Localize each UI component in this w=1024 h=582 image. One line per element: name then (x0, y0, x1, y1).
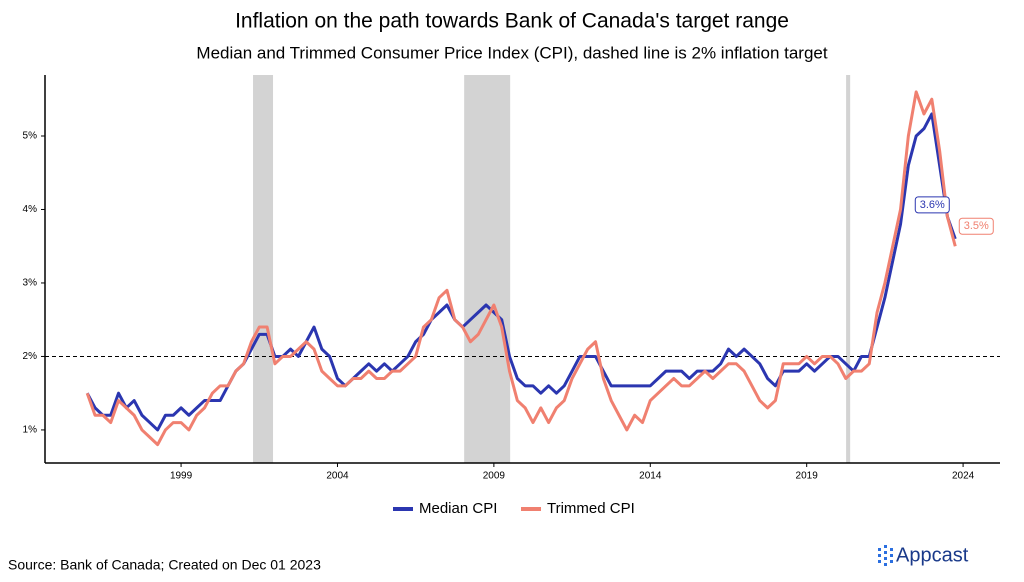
chart-title: Inflation on the path towards Bank of Ca… (235, 10, 789, 33)
end-label: 3.6% (920, 199, 945, 211)
end-label-box (958, 217, 994, 235)
legend-label: Trimmed CPI (547, 500, 635, 517)
y-tick-label: 5% (23, 131, 38, 142)
end-label: 3.5% (964, 220, 989, 232)
x-tick-label: 2009 (483, 471, 506, 482)
y-tick-label: 3% (23, 278, 38, 289)
source-note: Source: Bank of Canada; Created on Dec 0… (8, 557, 321, 573)
recession-band (253, 75, 274, 463)
recession-band (464, 75, 511, 463)
y-tick-label: 2% (23, 351, 38, 362)
logo-icon (878, 545, 893, 566)
series-line (85, 90, 957, 447)
legend-label: Median CPI (419, 500, 497, 517)
x-tick-label: 2024 (952, 471, 975, 482)
x-tick-label: 2019 (796, 471, 819, 482)
series-line (85, 112, 957, 432)
x-tick-label: 1999 (170, 471, 193, 482)
chart-subtitle: Median and Trimmed Consumer Price Index … (196, 43, 827, 62)
recession-band (846, 75, 851, 463)
logo-text: Appcast (896, 544, 969, 566)
y-tick-label: 1% (23, 425, 38, 436)
end-label-box (914, 196, 950, 214)
x-tick-label: 2004 (326, 471, 349, 482)
y-tick-label: 4% (23, 204, 38, 215)
x-tick-label: 2014 (639, 471, 662, 482)
